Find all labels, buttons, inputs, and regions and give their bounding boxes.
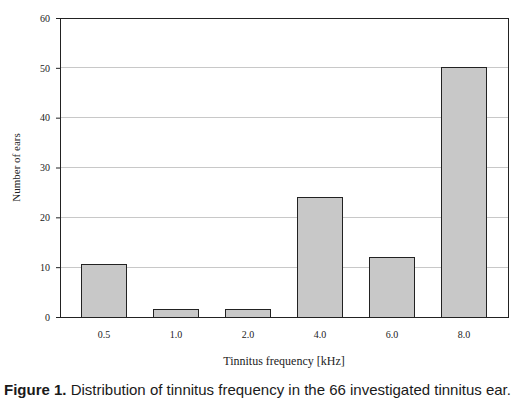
- x-axis-title: Tinnitus frequency [kHz]: [223, 354, 345, 368]
- x-tick-label: 6.0: [386, 329, 399, 340]
- x-tick: 0.5: [98, 317, 111, 340]
- x-tick-label: 1.0: [170, 329, 183, 340]
- x-axis: 0.5 1.0 2.0 4.0 6.0 8.0: [61, 317, 509, 340]
- y-tick-label: 40: [40, 112, 50, 123]
- caption-title: Figure 1.: [4, 381, 67, 398]
- y-axis: 0 10 20 30 40 50 60: [40, 13, 61, 323]
- bar: [298, 197, 343, 317]
- grid-line: [60, 267, 508, 268]
- y-tick-mark: [56, 217, 60, 218]
- y-tick-mark: [56, 68, 60, 69]
- bar: [154, 310, 199, 317]
- x-axis-line: [61, 317, 509, 318]
- plot-frame: [60, 18, 508, 317]
- y-tick-mark: [56, 118, 60, 119]
- x-tick: 2.0: [242, 317, 255, 340]
- y-tick-label: 50: [40, 63, 50, 74]
- y-tick-mark: [56, 18, 60, 19]
- x-tick-label: 0.5: [98, 329, 111, 340]
- y-tick-mark: [56, 267, 60, 268]
- caption: Figure 1. Distribution of tinnitus frequ…: [0, 378, 516, 399]
- grid-line: [60, 67, 508, 68]
- y-tick: 0: [45, 312, 60, 323]
- y-tick: 20: [40, 212, 60, 223]
- y-tick: 50: [40, 63, 60, 74]
- x-tick: 6.0: [386, 317, 399, 340]
- grid-line: [60, 217, 508, 218]
- bars: [82, 68, 487, 317]
- y-tick-mark: [56, 317, 60, 318]
- y-tick-label: 0: [45, 312, 50, 323]
- bar: [442, 68, 487, 317]
- grid-line: [60, 167, 508, 168]
- grid: [60, 18, 508, 317]
- bar: [226, 310, 271, 317]
- y-tick-label: 30: [40, 162, 50, 173]
- y-tick-label: 10: [40, 262, 50, 273]
- x-tick: 4.0: [314, 317, 327, 340]
- y-tick: 40: [40, 112, 60, 123]
- y-tick: 30: [40, 162, 60, 173]
- y-tick-label: 20: [40, 212, 50, 223]
- x-tick: 8.0: [458, 317, 471, 340]
- x-tick-label: 2.0: [242, 329, 255, 340]
- x-tick-label: 8.0: [458, 329, 471, 340]
- chart: 0 10 20 30 40 50 60 0.5 1.0 2.0 4.0 6.0 8.0 Tinnitus …: [0, 0, 519, 378]
- bar: [370, 257, 415, 317]
- y-axis-line: [60, 19, 61, 318]
- plot: 0 10 20 30 40 50 60 0.5 1.0 2.0 4.0 6.0 8.0: [40, 13, 509, 340]
- grid-line: [60, 117, 508, 118]
- x-tick-label: 4.0: [314, 329, 327, 340]
- caption-text: Distribution of tinnitus frequency in th…: [71, 381, 511, 398]
- y-tick: 60: [40, 13, 60, 24]
- bar: [82, 265, 127, 317]
- y-tick-mark: [56, 168, 60, 169]
- y-tick-label: 60: [40, 13, 50, 24]
- y-axis-title: Number of ears: [10, 133, 22, 201]
- x-tick: 1.0: [170, 317, 183, 340]
- y-tick: 10: [40, 262, 60, 273]
